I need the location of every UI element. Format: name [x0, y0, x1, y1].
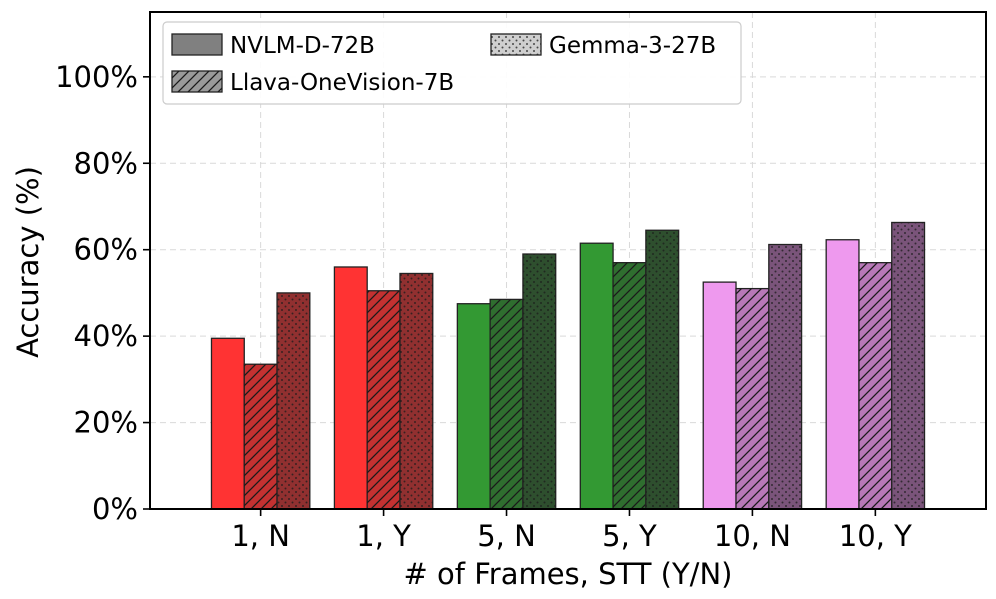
legend: NVLM-D-72B Llava-OneVision-7B Gemma-3-27B — [162, 21, 742, 105]
bar-llava-onevision-7b-10-n-pattern — [736, 288, 769, 509]
bars — [210, 221, 926, 510]
y-tick-label: 0% — [92, 492, 138, 526]
x-tick-label: 1, N — [231, 519, 290, 553]
x-tick-label: 1, Y — [356, 519, 411, 553]
bar-llava-onevision-7b-10-y-pattern — [858, 262, 892, 509]
legend-frame — [162, 21, 742, 105]
legend-gemma-3-27b-swatch-pattern — [491, 34, 541, 55]
bar-gemma-3-27b-10-y-pattern — [891, 222, 925, 509]
axis-ticks: 0% 20% 40% 60% 80% 100% 1, N 1, Y 5, N 5, Y 10, N 1… — [55, 60, 912, 553]
bar-llava-onevision-7b-5-n-pattern — [490, 299, 523, 509]
y-tick-label: 100% — [55, 60, 138, 94]
bar-nvlm-d-72b-5-y — [579, 242, 614, 510]
y-axis-label: Accuracy (%) — [11, 166, 45, 358]
plot-area-frame — [149, 11, 987, 510]
bar-nvlm-d-72b-10-n — [702, 281, 737, 510]
bar-gemma-3-27b-5-y-pattern — [645, 230, 679, 509]
bar-gemma-3-27b-5-n-pattern — [522, 254, 556, 509]
legend-gemma-3-27b-label: Gemma-3-27B — [549, 33, 716, 59]
y-tick-label: 40% — [74, 319, 138, 353]
legend-nvlm-d-72b-swatch — [171, 33, 223, 56]
legend-llava-onevision-7b-label: Llava-OneVision-7B — [230, 70, 454, 96]
legend-nvlm-d-72b-label: NVLM-D-72B — [230, 33, 375, 59]
bar-llava-onevision-7b-5-y-pattern — [613, 262, 646, 509]
x-tick-label: 5, Y — [602, 519, 657, 553]
x-tick-label: 10, Y — [839, 519, 912, 553]
bar-gemma-3-27b-10-n-pattern — [768, 244, 802, 509]
bar-llava-onevision-7b-1-n-pattern — [244, 364, 278, 509]
bar-nvlm-d-72b-1-y — [333, 266, 368, 510]
legend-llava-onevision-7b-swatch-pattern — [172, 71, 222, 92]
bar-nvlm-d-72b-5-n — [456, 303, 491, 510]
bar-llava-onevision-7b-1-y-pattern — [367, 290, 400, 509]
bar-nvlm-d-72b-10-y — [825, 239, 860, 510]
x-tick-label: 10, N — [714, 519, 791, 553]
x-tick-label: 5, N — [477, 519, 536, 553]
x-axis-label: # of Frames, STT (Y/N) — [404, 557, 733, 591]
y-tick-label: 60% — [74, 233, 138, 267]
y-tick-label: 80% — [74, 146, 138, 180]
bar-nvlm-d-72b-1-n — [210, 337, 245, 510]
bar-gemma-3-27b-1-n-pattern — [277, 292, 310, 509]
y-tick-label: 20% — [74, 406, 138, 440]
bar-gemma-3-27b-1-y-pattern — [399, 273, 433, 509]
